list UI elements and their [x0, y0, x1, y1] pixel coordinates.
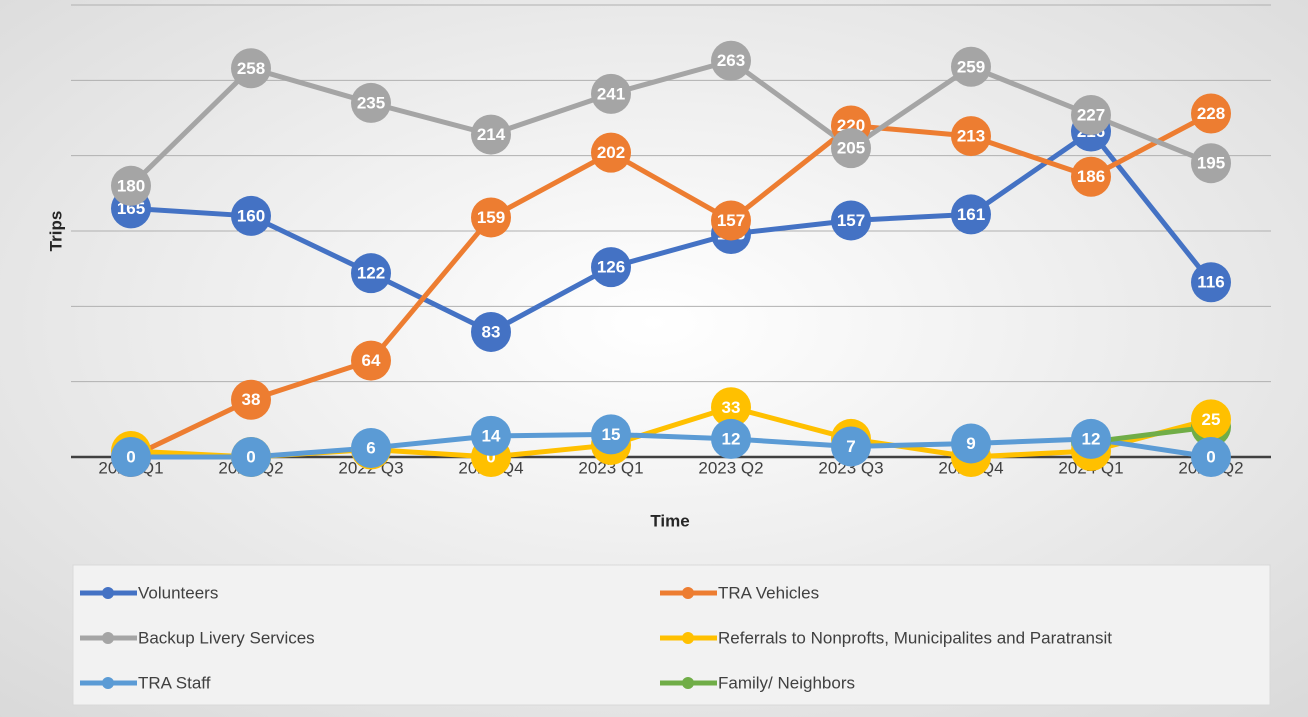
data-label: 83: [482, 322, 501, 341]
data-label: 64: [362, 351, 381, 370]
marker: [1191, 399, 1231, 440]
marker: [471, 114, 511, 155]
legend-marker: [682, 587, 694, 599]
data-label: 159: [477, 208, 505, 227]
data-label: 7: [846, 437, 855, 456]
legend-label: Volunteers: [138, 583, 218, 602]
marker: [951, 46, 991, 87]
data-label: 14: [482, 426, 501, 445]
data-label: 25: [1202, 410, 1221, 429]
marker: [951, 116, 991, 157]
marker: [231, 379, 271, 420]
data-label: 6: [366, 438, 375, 457]
marker: [1071, 94, 1111, 135]
data-label: 157: [837, 211, 865, 230]
data-label: 0: [486, 447, 495, 466]
marker: [351, 340, 391, 381]
marker: [231, 195, 271, 236]
x-tick-label: 2023 Q2: [698, 458, 763, 477]
marker: [1191, 262, 1231, 303]
series-line: [129, 58, 1212, 188]
data-label: 161: [957, 205, 985, 224]
marker: [471, 197, 511, 238]
legend-label: Backup Livery Services: [138, 628, 315, 647]
legend-marker: [102, 587, 114, 599]
marker: [591, 247, 631, 288]
data-label: 0: [246, 447, 255, 466]
marker: [1191, 437, 1231, 477]
marker: [591, 414, 631, 455]
data-label: 9: [966, 434, 975, 453]
marker: [711, 387, 751, 428]
data-label: 180: [117, 176, 145, 195]
marker: [711, 418, 751, 459]
marker: [351, 82, 391, 123]
series-line: [129, 111, 1213, 460]
data-label: 228: [1197, 104, 1225, 123]
data-label: 122: [357, 264, 385, 283]
data-label: 186: [1077, 167, 1105, 186]
marker: [831, 200, 871, 241]
data-label: 263: [717, 51, 745, 70]
marker: [591, 73, 631, 114]
data-label: 33: [722, 398, 741, 417]
data-label: 12: [1082, 429, 1101, 448]
marker: [591, 132, 631, 173]
marker: [711, 40, 751, 81]
marker: [951, 423, 991, 464]
data-label: 205: [837, 139, 865, 158]
marker: [1071, 156, 1111, 197]
data-label: 12: [722, 429, 741, 448]
x-tick-label: 2023 Q1: [578, 458, 643, 477]
legend-marker: [682, 632, 694, 644]
data-label: 214: [477, 125, 506, 144]
legend-marker: [102, 632, 114, 644]
marker: [111, 165, 151, 206]
marker: [831, 128, 871, 169]
series-line: [130, 129, 1213, 335]
marker: [1071, 418, 1111, 459]
data-label: 235: [357, 93, 385, 112]
data-label: 38: [242, 390, 261, 409]
legend-label: Family/ Neighbors: [718, 673, 855, 692]
marker: [351, 427, 391, 468]
data-label: 0: [1206, 447, 1215, 466]
marker: [951, 194, 991, 235]
marker: [711, 200, 751, 241]
marker: [111, 437, 151, 477]
x-axis-title: Time: [650, 511, 689, 530]
data-label: 195: [1197, 154, 1225, 173]
marker: [1191, 143, 1231, 184]
legend-marker: [102, 677, 114, 689]
data-label: 259: [957, 57, 985, 76]
data-label: 160: [237, 206, 265, 225]
data-label: 15: [602, 425, 621, 444]
data-label: 241: [597, 84, 625, 103]
legend-marker: [682, 677, 694, 689]
legend-label: TRA Staff: [138, 673, 211, 692]
marker: [471, 311, 511, 352]
marker: [351, 253, 391, 294]
marker: [471, 415, 511, 456]
data-label: 126: [597, 258, 625, 277]
marker: [231, 437, 271, 477]
series-line: [1090, 424, 1212, 445]
marker: [231, 48, 271, 89]
data-label: 227: [1077, 105, 1105, 124]
legend-label: TRA Vehicles: [718, 583, 819, 602]
data-label: 116: [1197, 273, 1224, 292]
x-tick-label: 2023 Q3: [818, 458, 883, 477]
data-label: 202: [597, 143, 625, 162]
data-label: 157: [717, 211, 745, 230]
data-label: 258: [237, 59, 265, 78]
marker: [1191, 93, 1231, 134]
data-label: 0: [126, 447, 135, 466]
legend-label: Referrals to Nonprofts, Municipalites an…: [718, 628, 1112, 647]
data-label: 213: [957, 127, 985, 146]
marker: [831, 426, 871, 467]
series-line: [131, 431, 1212, 460]
y-axis-title: Trips: [46, 211, 65, 252]
